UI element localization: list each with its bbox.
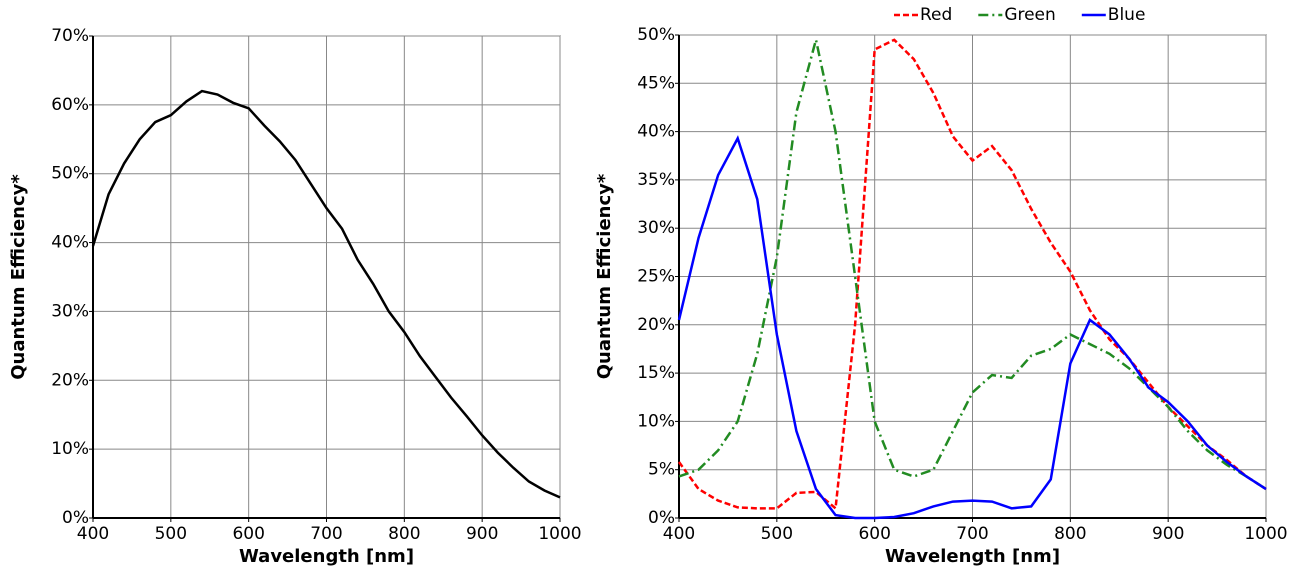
legend-label: Red [920, 5, 952, 25]
y-tick-label: 50% [51, 164, 89, 184]
y-axis-label: Quantum Efficiency* [8, 174, 29, 380]
y-tick-label: 25% [637, 267, 675, 287]
x-tick-label: 800 [388, 524, 420, 544]
y-tick-label: 30% [51, 301, 89, 321]
y-tick-label: 10% [637, 411, 675, 431]
x-tick-label: 400 [663, 524, 695, 544]
y-tick-label: 20% [637, 315, 675, 335]
x-axis-label: Wavelength [nm] [239, 546, 414, 567]
x-tick-label: 900 [1152, 524, 1184, 544]
x-tick-label: 1000 [538, 524, 581, 544]
x-tick-label: 500 [155, 524, 187, 544]
y-tick-label: 60% [51, 95, 89, 115]
data-line [91, 89, 561, 499]
data-line [678, 39, 1267, 491]
y-tick-label: 70% [51, 26, 89, 46]
y-tick-label: 50% [637, 25, 675, 45]
y-tick-label: 30% [637, 218, 675, 238]
y-axis-label: Quantum Efficiency* [594, 173, 615, 379]
y-tick-label: 40% [51, 233, 89, 253]
x-tick-label: 400 [77, 524, 109, 544]
x-tick-label: 900 [466, 524, 498, 544]
y-tick-label: 0% [648, 508, 675, 528]
x-tick-label: 500 [761, 524, 793, 544]
x-tick-label: 700 [310, 524, 342, 544]
y-tick-label: 15% [637, 363, 675, 383]
x-tick-label: 1000 [1244, 524, 1287, 544]
y-tick-label: 5% [648, 460, 675, 480]
y-tick-label: 10% [51, 439, 89, 459]
x-tick-label: 700 [956, 524, 988, 544]
data-line [677, 135, 1267, 520]
x-tick-label: 800 [1054, 524, 1086, 544]
y-tick-label: 45% [637, 73, 675, 93]
y-tick-label: 0% [62, 508, 89, 528]
legend-label: Green [1004, 5, 1055, 25]
x-axis-label: Wavelength [nm] [885, 546, 1060, 567]
y-tick-label: 20% [51, 370, 89, 390]
y-tick-label: 35% [637, 170, 675, 190]
legend-label: Blue [1108, 5, 1146, 25]
x-tick-label: 600 [858, 524, 890, 544]
x-tick-label: 600 [232, 524, 264, 544]
y-tick-label: 40% [637, 122, 675, 142]
